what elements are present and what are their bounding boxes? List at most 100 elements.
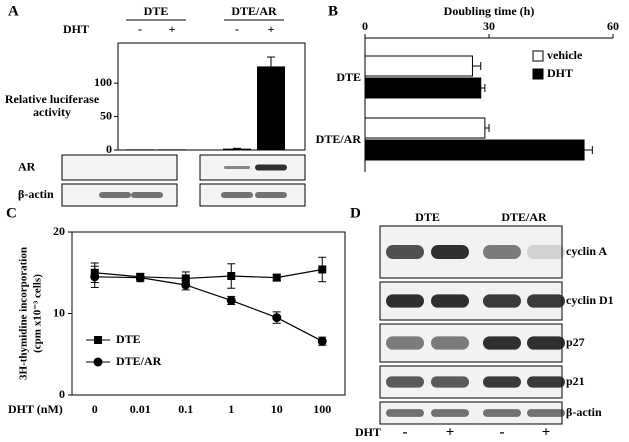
bar	[126, 149, 154, 150]
blot-band	[527, 245, 565, 259]
blot-band	[255, 164, 287, 171]
y-tick-label: DTE/AR	[316, 132, 362, 146]
bar	[364, 139, 585, 161]
marker	[272, 313, 282, 323]
x-tick-label: 1	[228, 402, 234, 416]
x-tick-label: 0.1	[178, 402, 193, 416]
marker	[94, 336, 102, 344]
blot-label: AR	[18, 159, 36, 173]
x-axis-label: DHT (nM)	[8, 402, 63, 416]
panel-label: D	[350, 205, 361, 221]
blot-band	[527, 409, 565, 417]
blot-band	[431, 376, 469, 388]
treatment-label: DHT	[355, 425, 381, 439]
group-label: DTE	[144, 4, 169, 18]
x-tick-label: -	[138, 22, 142, 36]
x-tick-label: 0	[92, 402, 98, 416]
group-label: DTE	[415, 210, 440, 224]
x-tick-label: 0	[362, 19, 368, 33]
marker	[227, 272, 236, 281]
x-tick-label: 10	[271, 402, 283, 416]
blot-band	[431, 245, 469, 259]
blot-band	[386, 245, 424, 259]
x-tick-label: 100	[313, 402, 331, 416]
blot-band	[483, 245, 521, 259]
lane-label: +	[542, 424, 551, 440]
marker	[181, 274, 190, 283]
blot-band	[221, 192, 253, 198]
blot-band	[483, 376, 521, 388]
y-tick-label: 50	[100, 108, 112, 122]
legend-label: DHT	[547, 66, 573, 80]
blot-box	[199, 154, 306, 181]
blot-band	[386, 376, 424, 388]
series-line	[94, 276, 323, 342]
marker	[272, 273, 281, 282]
legend-swatch	[532, 50, 544, 62]
plot-frame	[117, 42, 306, 151]
y-tick-label: 100	[94, 75, 112, 89]
blot-band	[527, 294, 565, 308]
blot-label: β-actin	[18, 187, 54, 201]
bar	[364, 117, 486, 139]
blot-band	[483, 336, 521, 350]
blot-band	[431, 294, 469, 308]
marker	[318, 265, 327, 274]
group-label: DTE/AR	[231, 4, 277, 18]
blot-band	[131, 192, 163, 198]
panel-label: B	[328, 3, 338, 19]
blot-band	[224, 166, 250, 169]
blot-label: cyclin A	[566, 244, 607, 258]
blot-band	[386, 294, 424, 308]
bar	[364, 77, 482, 99]
legend-label: vehicle	[547, 48, 583, 62]
lane-label: -	[500, 424, 505, 440]
marker	[93, 357, 103, 367]
blot-band	[386, 336, 424, 350]
blot-band	[255, 192, 287, 198]
blot-band	[431, 409, 469, 417]
blot-band	[527, 376, 565, 388]
blot-band	[483, 294, 521, 308]
bar	[223, 148, 251, 150]
y-tick-label: DTE	[336, 70, 361, 84]
lane-label: +	[446, 424, 455, 440]
marker	[317, 336, 327, 346]
bar	[257, 66, 285, 150]
plot-frame	[71, 231, 346, 396]
marker	[135, 273, 145, 283]
y-tick-label: 0	[106, 142, 112, 156]
blot-band	[386, 409, 424, 417]
blot-label: β-actin	[566, 405, 602, 419]
marker	[90, 272, 100, 282]
panel-label: C	[6, 205, 17, 221]
legend-swatch	[532, 68, 544, 80]
blot-band	[527, 336, 565, 350]
x-axis-label: Doubling time (h)	[444, 4, 535, 18]
x-tick-label: -	[235, 22, 239, 36]
series-line	[94, 268, 323, 280]
y-axis-label: (cpm x10⁻³ cells)	[32, 274, 44, 353]
bar	[364, 55, 473, 77]
lane-label: -	[403, 424, 408, 440]
x-tick-label: 30	[483, 19, 495, 33]
panel-label: A	[8, 3, 19, 19]
x-tick-label: +	[268, 22, 275, 36]
y-tick-label: 0	[59, 387, 65, 401]
blot-band	[431, 336, 469, 350]
marker	[226, 295, 236, 305]
legend-label: DTE/AR	[116, 354, 162, 368]
blot-band	[483, 409, 521, 417]
blot-label: p21	[566, 374, 585, 388]
group-label: DTE/AR	[501, 210, 547, 224]
blot-label: cyclin D1	[566, 293, 614, 307]
bar	[158, 149, 186, 150]
treatment-label: DHT	[63, 22, 89, 36]
y-axis-label: activity	[33, 105, 71, 119]
x-tick-label: 0.01	[130, 402, 151, 416]
x-tick-label: 60	[607, 19, 619, 33]
y-tick-label: 10	[53, 305, 65, 319]
marker	[181, 280, 191, 290]
y-axis-label: Relative luciferase	[5, 92, 100, 106]
blot-label: p27	[566, 335, 585, 349]
